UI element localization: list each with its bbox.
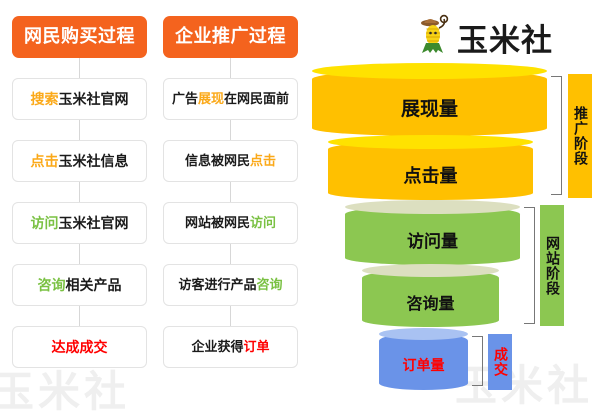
funnel-level-inquiries[interactable]: 咨询量 <box>362 264 499 327</box>
bracket-promotion-stage <box>551 76 562 195</box>
funnel-label-inquiries: 咨询量 <box>406 294 455 313</box>
step-box-site-visit[interactable]: 网站被网民访问 <box>163 202 298 244</box>
step-text-fragment: 玉米社官网 <box>58 92 129 108</box>
connector-line <box>79 120 80 140</box>
funnel-level-orders-shape <box>379 333 468 390</box>
step-text-fragment: 访问 <box>250 216 277 231</box>
funnel-top-ellipse <box>362 264 499 277</box>
step-box-visit[interactable]: 访问玉米社官网 <box>12 202 147 244</box>
bracket-deal-stage <box>472 336 483 386</box>
step-text-fragment: 访问 <box>30 216 59 232</box>
funnel-label-orders: 订单量 <box>402 358 445 374</box>
step-box-click[interactable]: 点击玉米社信息 <box>12 140 147 182</box>
step-text-fragment: 玉米社信息 <box>58 154 129 170</box>
step-text-fragment: 咨询 <box>37 278 66 294</box>
step-box-deal[interactable]: 达成成交 <box>12 326 147 368</box>
connector-line <box>79 58 80 78</box>
step-text-fragment: 在网民面前 <box>224 92 290 107</box>
funnel-level-inquiries-shape <box>362 270 499 327</box>
column-header-enterprise-promotion: 企业推广过程 <box>163 16 298 58</box>
step-text-fragment: 咨询 <box>256 278 283 293</box>
connector-line <box>79 182 80 202</box>
connector-line <box>230 58 231 78</box>
step-text-fragment: 展现 <box>197 92 224 107</box>
funnel-level-impressions[interactable]: 展现量 <box>312 63 547 136</box>
funnel-top-ellipse <box>345 200 520 214</box>
funnel-top-ellipse <box>328 135 533 149</box>
brand-logo: 玉米社 <box>420 14 553 60</box>
bracket-website-stage <box>524 207 535 324</box>
step-box-ad-impression[interactable]: 广告展现在网民面前 <box>163 78 298 120</box>
connector-line <box>79 306 80 326</box>
funnel-level-clicks-shape <box>328 141 533 200</box>
step-text-fragment: 点击 <box>30 154 59 170</box>
connector-line <box>230 306 231 326</box>
stage-label-deal: 成交 <box>488 334 512 390</box>
step-box-ad-click[interactable]: 信息被网民点击 <box>163 140 298 182</box>
step-text-fragment: 点击 <box>250 154 277 169</box>
funnel-level-orders[interactable]: 订单量 <box>379 328 468 390</box>
brand-logo-text: 玉米社 <box>457 22 553 59</box>
watermark-left: 玉米社 <box>0 367 131 416</box>
stage-label-website: 网站阶段 <box>540 205 564 326</box>
step-box-product-inquiry[interactable]: 访客进行产品咨询 <box>163 264 298 306</box>
step-text-fragment: 搜索 <box>30 92 59 108</box>
column-header-netizen-purchase: 网民购买过程 <box>12 16 147 58</box>
step-text-fragment: 相关产品 <box>65 278 122 294</box>
funnel-label-visits: 访问量 <box>407 232 458 252</box>
step-text-fragment: 访客进行产品 <box>178 278 257 293</box>
conversion-funnel: 展现量 点击量 访问量 咨询量 订单量 推广阶段 网站阶段 成交 <box>300 0 600 411</box>
column-netizen-purchase: 网民购买过程 搜索玉米社官网 点击玉米社信息 访问玉米社官网 咨询相关产品 达成… <box>12 16 147 368</box>
connector-line <box>79 244 80 264</box>
step-text-fragment: 信息被网民 <box>184 154 250 169</box>
corn-mascot-icon <box>420 14 454 60</box>
funnel-level-visits[interactable]: 访问量 <box>345 200 520 265</box>
funnel-top-ellipse <box>379 328 468 340</box>
step-text-fragment: 广告 <box>171 92 198 107</box>
step-text-fragment: 达成成交 <box>51 340 108 356</box>
funnel-level-visits-shape <box>345 206 520 265</box>
step-text-fragment: 订单 <box>243 340 270 355</box>
connector-line <box>230 182 231 202</box>
funnel-label-impressions: 展现量 <box>400 98 458 120</box>
step-text-fragment: 玉米社官网 <box>58 216 129 232</box>
step-text-fragment: 企业获得 <box>191 340 244 355</box>
funnel-level-impressions-shape <box>312 70 547 136</box>
funnel-level-clicks[interactable]: 点击量 <box>328 135 533 200</box>
column-enterprise-promotion: 企业推广过程 广告展现在网民面前 信息被网民点击 网站被网民访问 访客进行产品咨… <box>163 16 298 368</box>
funnel-top-ellipse <box>312 63 547 79</box>
connector-line <box>230 120 231 140</box>
step-box-inquiry[interactable]: 咨询相关产品 <box>12 264 147 306</box>
stage-label-promotion: 推广阶段 <box>568 74 592 198</box>
step-text-fragment: 网站被网民 <box>184 216 250 231</box>
connector-line <box>230 244 231 264</box>
step-box-search[interactable]: 搜索玉米社官网 <box>12 78 147 120</box>
funnel-label-clicks: 点击量 <box>403 166 458 187</box>
step-box-order[interactable]: 企业获得订单 <box>163 326 298 368</box>
